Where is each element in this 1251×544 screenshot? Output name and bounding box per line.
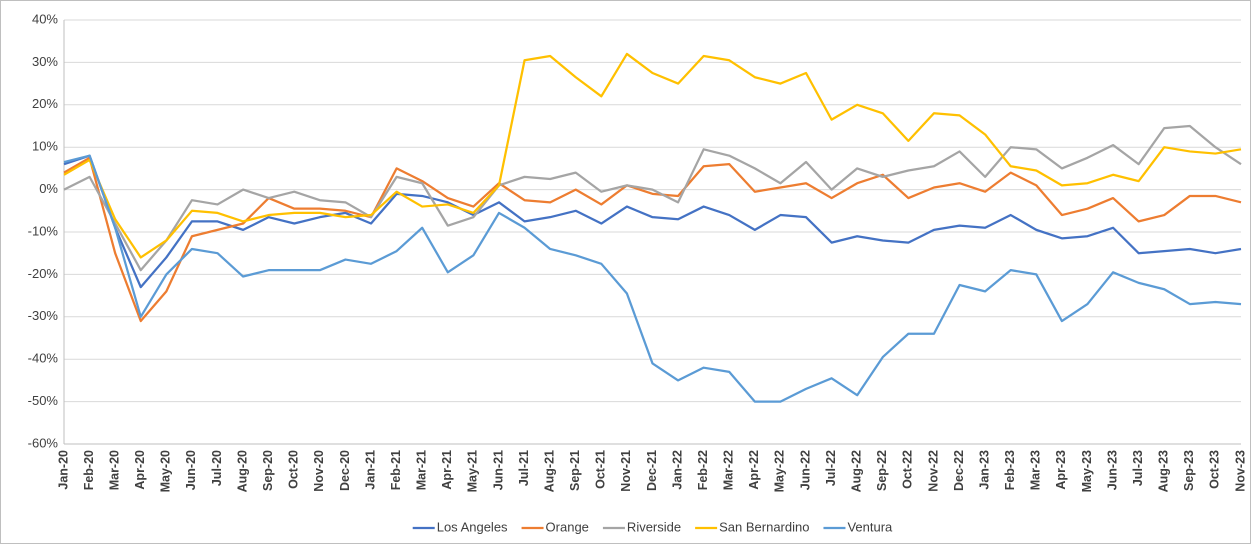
x-tick-label: Apr-21 (440, 450, 454, 490)
legend-label: Orange (546, 519, 589, 534)
x-tick-label: Sep-22 (875, 450, 889, 491)
x-tick-label: Dec-20 (338, 450, 352, 491)
x-tick-label: Jun-23 (1105, 450, 1119, 490)
legend-label: Los Angeles (437, 519, 508, 534)
y-tick-label: -20% (28, 266, 59, 281)
x-tick-label: Oct-23 (1208, 450, 1222, 489)
x-tick-label: May-23 (1080, 450, 1094, 492)
series-line (63, 52, 1242, 259)
x-tick-label: Jul-20 (210, 450, 224, 486)
x-tick-label: May-20 (159, 450, 173, 492)
legend-label: San Bernardino (719, 519, 809, 534)
x-tick-label: Oct-20 (287, 450, 301, 489)
x-tick-label: Mar-23 (1029, 450, 1043, 490)
x-tick-label: Sep-20 (261, 450, 275, 491)
x-tick-label: Oct-22 (901, 450, 915, 489)
x-tick-label: Jan-21 (363, 450, 377, 490)
x-tick-label: Mar-20 (107, 450, 121, 490)
x-tick-label: Nov-21 (619, 450, 633, 492)
x-tick-label: Feb-20 (82, 450, 96, 490)
y-tick-label: -50% (28, 393, 59, 408)
x-tick-label: Jan-23 (977, 450, 991, 490)
y-tick-label: 0% (39, 181, 58, 196)
x-tick-label: Aug-23 (1157, 450, 1171, 492)
x-tick-label: Jul-21 (517, 450, 531, 486)
y-tick-label: 10% (32, 139, 58, 154)
y-tick-label: -40% (28, 351, 59, 366)
legend: Los Angeles Orange Riverside San Bernardino… (412, 519, 893, 534)
x-tick-label: Sep-23 (1182, 450, 1196, 491)
x-tick-label: May-21 (466, 450, 480, 492)
series-line (63, 154, 1242, 403)
y-tick-label: -10% (28, 223, 59, 238)
series-line (63, 154, 1242, 289)
x-tick-label: Jun-22 (798, 450, 812, 490)
x-tick-label: Jul-22 (824, 450, 838, 486)
x-tick-label: Nov-23 (1233, 450, 1247, 492)
x-tick-label: Jan-20 (56, 450, 70, 490)
x-tick-label: Jan-22 (670, 450, 684, 490)
legend-label: Ventura (847, 519, 893, 534)
x-tick-label: Dec-22 (952, 450, 966, 491)
x-tick-label: Apr-22 (747, 450, 761, 490)
x-tick-label: Mar-21 (415, 450, 429, 490)
y-tick-label: 40% (32, 11, 58, 26)
x-tick-label: Feb-21 (389, 450, 403, 490)
x-tick-label: Oct-21 (594, 450, 608, 489)
x-tick-label: Jul-23 (1131, 450, 1145, 486)
y-tick-label: -30% (28, 308, 59, 323)
x-tick-label: Mar-22 (722, 450, 736, 490)
series-line (63, 156, 1242, 323)
x-tick-label: Apr-23 (1054, 450, 1068, 490)
x-tick-label: Jun-20 (184, 450, 198, 490)
x-tick-label: Aug-21 (542, 450, 556, 492)
x-tick-label: Apr-20 (133, 450, 147, 490)
y-tick-label: 20% (32, 96, 58, 111)
x-tick-label: Feb-22 (696, 450, 710, 490)
x-tick-label: May-22 (773, 450, 787, 492)
x-tick-label: Aug-22 (849, 450, 863, 492)
x-tick-label: Jun-21 (491, 450, 505, 490)
y-tick-label: -60% (28, 435, 59, 450)
legend-label: Riverside (627, 519, 681, 534)
x-tick-label: Dec-21 (645, 450, 659, 491)
series-line (63, 124, 1242, 272)
x-tick-label: Nov-22 (926, 450, 940, 492)
x-tick-label: Sep-21 (568, 450, 582, 491)
x-tick-label: Aug-20 (235, 450, 249, 492)
x-tick-label: Nov-20 (312, 450, 326, 492)
y-tick-label: 30% (32, 54, 58, 69)
x-tick-label: Feb-23 (1003, 450, 1017, 490)
